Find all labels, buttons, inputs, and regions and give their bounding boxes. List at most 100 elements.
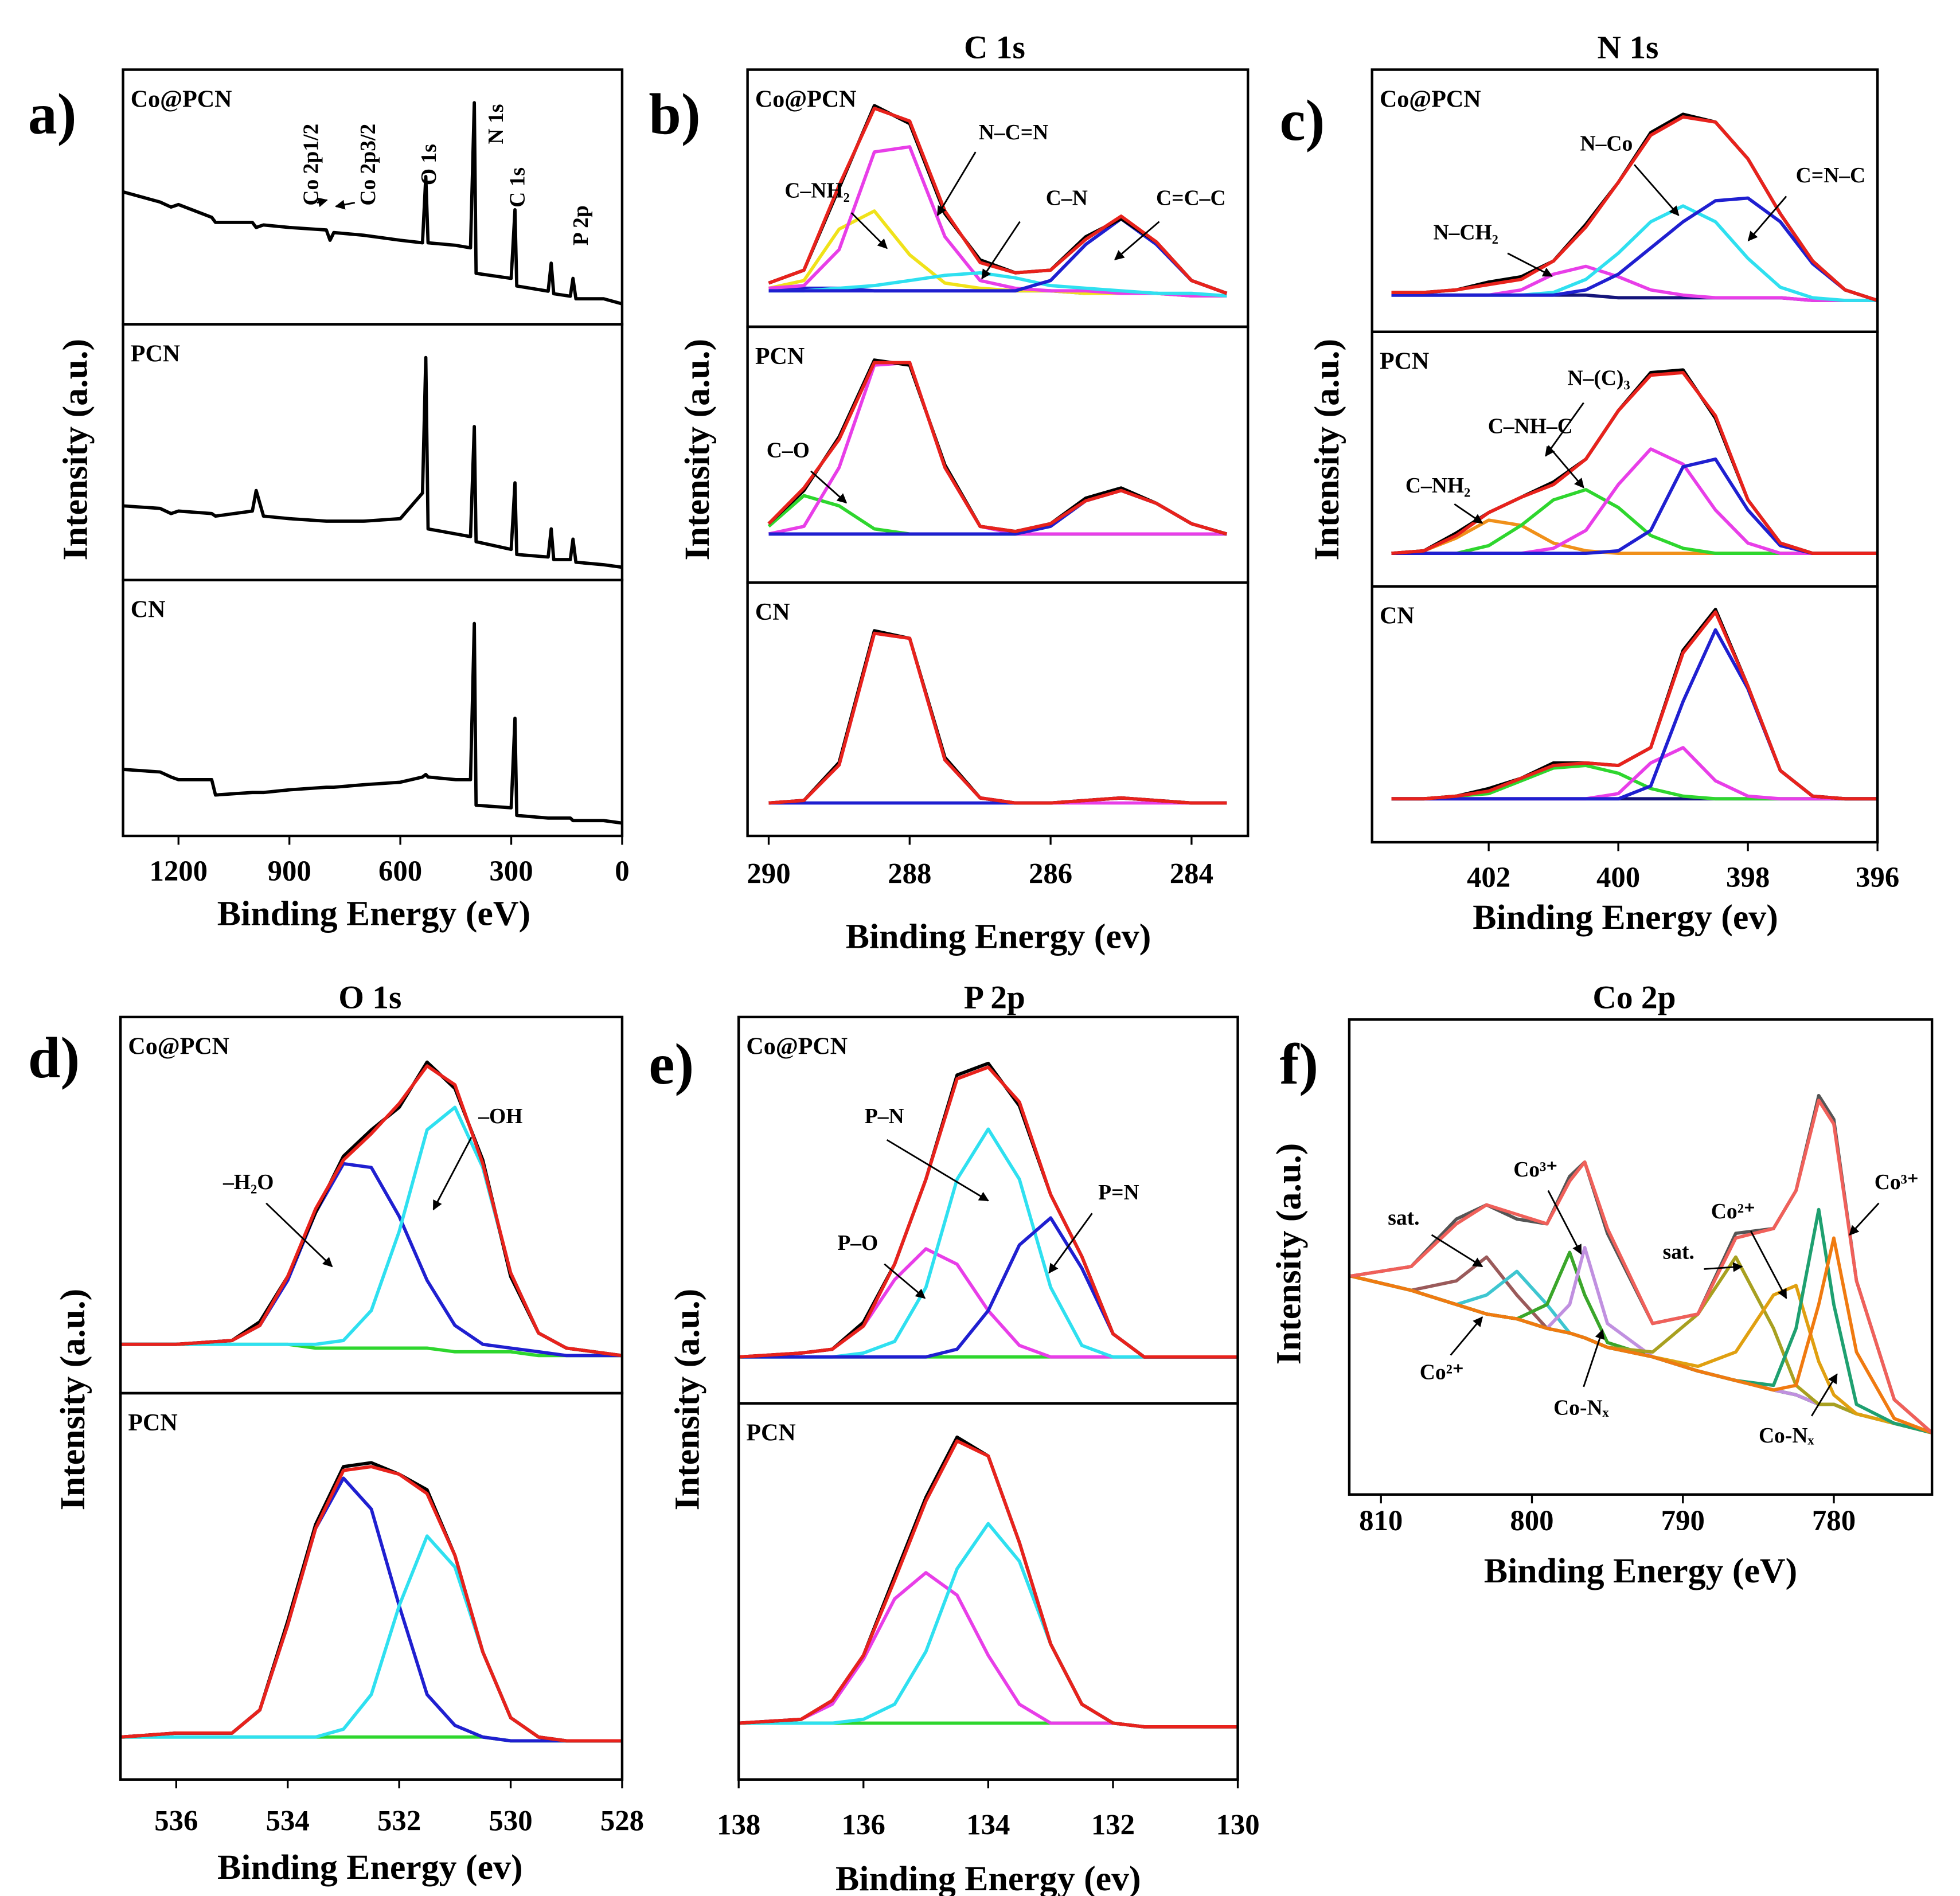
annotation-arrow xyxy=(886,1139,989,1202)
annotation-arrow xyxy=(884,1263,926,1299)
peak-annotation: N–C=N xyxy=(979,121,1049,144)
plot-frame xyxy=(119,1391,624,1781)
spectrum-line xyxy=(739,1571,1238,1729)
y-axis-label: Intensity (a.u.) xyxy=(56,339,95,561)
annotation-arrow xyxy=(850,212,888,249)
y-axis-label: Intensity (a.u.) xyxy=(1307,339,1346,561)
peak-annotation: N–(C)₃ xyxy=(1567,366,1630,390)
spectrum-line xyxy=(120,1465,622,1743)
x-tick-label: 286 xyxy=(1029,857,1072,889)
peak-annotation: P 2p xyxy=(569,205,593,245)
sample-label: Co@PCN xyxy=(1380,86,1481,112)
spectrum-line xyxy=(123,355,622,569)
plot-frame xyxy=(122,578,624,838)
x-axis-label: Binding Energy (ev) xyxy=(1473,898,1778,937)
spectrum-line xyxy=(1350,1255,1932,1434)
panel-label: b) xyxy=(649,81,700,146)
spectrum-line xyxy=(1391,488,1878,556)
peak-annotation: P=N xyxy=(1098,1181,1139,1205)
annotation-arrow xyxy=(1545,402,1584,457)
spectrum-line xyxy=(120,1105,622,1358)
spectrum-line xyxy=(120,1534,622,1743)
spectrum-line xyxy=(1391,371,1878,556)
spectrum-line xyxy=(768,631,1227,805)
peak-annotation: sat. xyxy=(1388,1206,1419,1230)
x-tick-label: 810 xyxy=(1359,1504,1403,1537)
spectrum-line xyxy=(768,217,1228,295)
spectrum-line xyxy=(1391,608,1878,801)
peak-annotation: Co³⁺ xyxy=(1875,1171,1919,1194)
x-axis-label: Binding Energy (ev) xyxy=(846,917,1151,956)
spectrum-line xyxy=(120,1064,622,1358)
plot-frame xyxy=(746,325,1250,584)
peak-annotation: P–N xyxy=(865,1105,904,1128)
peak-annotation: C=N–C xyxy=(1796,164,1866,187)
peak-annotation: sat. xyxy=(1663,1241,1694,1264)
panel-label: d) xyxy=(28,1025,80,1090)
panel-title: O 1s xyxy=(338,979,401,1015)
sample-label: PCN xyxy=(128,1410,177,1436)
x-axis-label: Binding Energy (ev) xyxy=(217,1848,523,1887)
annotation-arrow xyxy=(317,197,328,208)
panel-label: a) xyxy=(28,81,77,146)
annotation-arrow xyxy=(1431,1234,1483,1268)
x-tick-label: 130 xyxy=(1216,1808,1259,1840)
peak-annotation: C–O xyxy=(767,439,810,462)
sample-label: PCN xyxy=(746,1420,795,1447)
plot-frame xyxy=(746,581,1250,838)
sample-label: Co@PCN xyxy=(746,1034,848,1060)
peak-annotation: Co 2p1/2 xyxy=(300,124,323,206)
sample-label: CN xyxy=(755,599,790,626)
panel-title: Co 2p xyxy=(1592,979,1676,1015)
peak-annotation: C–NH–C xyxy=(1488,415,1573,438)
x-tick-label: 1200 xyxy=(149,855,208,887)
annotation-arrow xyxy=(1454,503,1483,524)
annotation-arrow xyxy=(1583,1328,1605,1387)
x-tick-label: 780 xyxy=(1812,1504,1856,1537)
x-axis-label: Binding Energy (ev) xyxy=(835,1859,1141,1896)
spectrum-line xyxy=(120,1162,622,1358)
peak-annotation: Co²⁺ xyxy=(1711,1200,1755,1223)
spectrum-line xyxy=(739,1216,1238,1359)
peak-annotation: C–N xyxy=(1046,187,1088,210)
x-tick-label: 0 xyxy=(615,855,629,887)
spectrum-line xyxy=(1350,1236,1932,1434)
annotation-arrow xyxy=(1547,445,1584,488)
peak-annotation: –H₂O xyxy=(222,1171,274,1194)
sample-label: CN xyxy=(1380,603,1415,630)
panel-label: c) xyxy=(1279,88,1325,153)
panel-label: e) xyxy=(649,1031,694,1096)
annotation-arrow xyxy=(1747,196,1787,242)
spectrum-line xyxy=(120,1461,622,1743)
x-tick-label: 600 xyxy=(378,855,422,887)
spectrum-line xyxy=(739,1247,1238,1359)
peak-annotation: N 1s xyxy=(485,104,508,144)
annotation-arrow xyxy=(432,1137,473,1211)
spectrum-line xyxy=(1391,368,1878,556)
spectrum-line xyxy=(768,271,1227,298)
peak-annotation: Co²⁺ xyxy=(1420,1361,1464,1384)
plot-frame xyxy=(737,1402,1239,1781)
spectrum-line xyxy=(768,629,1227,805)
spectrum-line xyxy=(1350,1098,1932,1434)
y-axis-label: Intensity (a.u.) xyxy=(1270,1143,1309,1365)
spectrum-line xyxy=(1391,610,1878,801)
plot-frame xyxy=(737,1015,1239,1405)
x-tick-label: 138 xyxy=(717,1808,760,1840)
annotation-arrow xyxy=(334,200,356,210)
sample-label: Co@PCN xyxy=(128,1034,229,1060)
peak-annotation: Co 2p3/2 xyxy=(357,124,380,206)
peak-annotation: C 1s xyxy=(506,167,530,208)
spectrum-line xyxy=(768,361,1227,536)
spectrum-line xyxy=(768,145,1227,298)
spectrum-line xyxy=(739,1522,1238,1729)
y-axis-label: Intensity (a.u.) xyxy=(53,1289,92,1511)
x-tick-label: 900 xyxy=(268,855,311,887)
x-tick-label: 288 xyxy=(888,857,931,889)
spectrum-line xyxy=(1391,628,1878,801)
spectrum-line xyxy=(739,1127,1238,1359)
x-tick-label: 528 xyxy=(600,1805,644,1837)
x-tick-label: 132 xyxy=(1091,1808,1135,1840)
annotation-arrow xyxy=(936,151,977,217)
x-tick-label: 134 xyxy=(966,1808,1010,1840)
